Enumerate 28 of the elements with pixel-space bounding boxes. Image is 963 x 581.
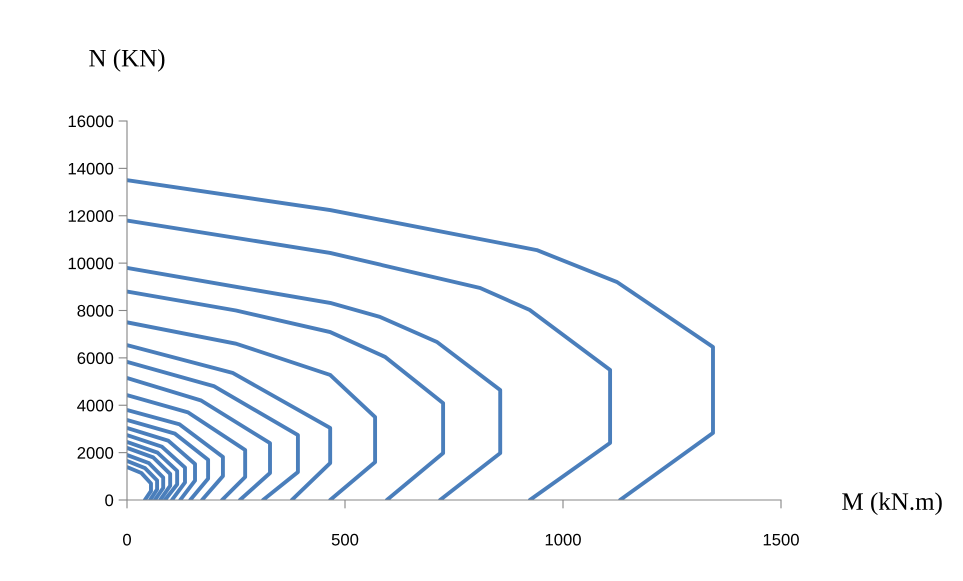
y-tick-label: 0	[105, 494, 114, 506]
y-axis-title: N (KN)	[89, 49, 164, 72]
x-axis-title: M (kN.m)	[842, 492, 942, 516]
y-tick-label: 8000	[77, 304, 114, 317]
line-series	[127, 178, 715, 500]
y-tick-label: 2000	[78, 447, 114, 459]
line-series	[127, 266, 502, 500]
line-series	[127, 393, 248, 500]
line-series	[127, 290, 446, 500]
x-tick-label: 1500	[764, 534, 799, 546]
line-series	[127, 360, 300, 500]
line-series	[127, 320, 378, 500]
y-tick-label: 12000	[68, 210, 114, 222]
line-series	[127, 218, 612, 500]
y-tick-label: 14000	[68, 162, 114, 175]
x-tick-label: 0	[123, 534, 131, 546]
y-tick-label: 16000	[68, 115, 114, 128]
y-tick-label: 10000	[68, 258, 114, 270]
line-series	[127, 408, 225, 500]
x-tick-label: 500	[332, 534, 358, 546]
line-series	[127, 343, 332, 500]
line-series	[127, 426, 197, 500]
line-series	[127, 433, 187, 500]
line-series	[127, 376, 272, 500]
y-tick-label: 6000	[78, 352, 114, 364]
line-series	[127, 418, 210, 500]
y-tick-label: 4000	[77, 400, 114, 412]
x-tick-label: 1000	[546, 534, 581, 546]
